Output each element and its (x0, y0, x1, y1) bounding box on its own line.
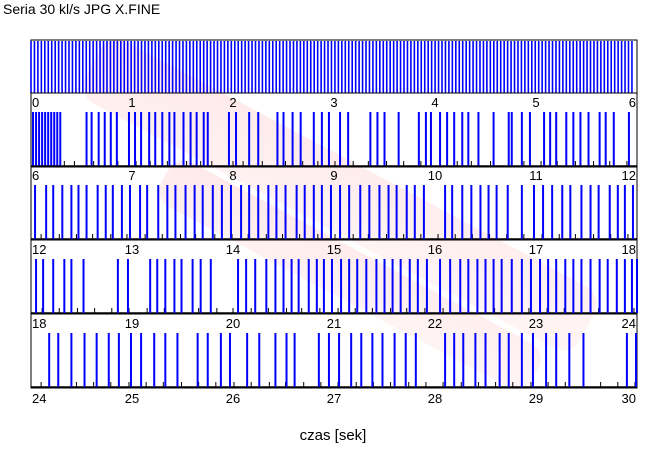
x-tick-label: 12 (622, 168, 636, 183)
x-tick-label: 12 (32, 242, 46, 257)
x-tick-label: 19 (125, 316, 139, 331)
x-tick-label: 20 (226, 316, 240, 331)
x-tick-label: 6 (32, 168, 39, 183)
x-tick-label: 22 (428, 316, 442, 331)
x-tick-label: 7 (128, 168, 135, 183)
x-tick-label: 27 (327, 391, 341, 406)
x-tick-label: 11 (529, 168, 543, 183)
x-tick-label: 28 (428, 391, 442, 406)
x-tick-label: 18 (32, 316, 46, 331)
row-frame (30, 92, 638, 168)
x-tick-label: 26 (226, 391, 240, 406)
x-tick-label: 8 (229, 168, 236, 183)
x-tick-label: 6 (629, 95, 636, 110)
x-tick-label: 24 (622, 316, 636, 331)
x-tick-label: 5 (532, 95, 539, 110)
x-tick-label: 25 (125, 391, 139, 406)
x-tick-label: 2 (229, 95, 236, 110)
x-tick-label: 1 (128, 95, 135, 110)
x-tick-label: 3 (330, 95, 337, 110)
x-axis-label: czas [sek] (300, 427, 367, 444)
x-tick-label: 4 (431, 95, 438, 110)
x-tick-label: 14 (226, 242, 240, 257)
x-tick-label: 30 (622, 391, 636, 406)
x-tick-label: 16 (428, 242, 442, 257)
x-tick-label: 18 (622, 242, 636, 257)
x-tick-label: 9 (330, 168, 337, 183)
chart-title: Seria 30 kl/s JPG X.FINE (3, 1, 160, 17)
x-tick-label: 15 (327, 242, 341, 257)
x-tick-label: 17 (529, 242, 543, 257)
x-tick-label: 23 (529, 316, 543, 331)
x-tick-label: 29 (529, 391, 543, 406)
x-tick-label: 24 (32, 391, 46, 406)
x-tick-label: 10 (428, 168, 442, 183)
x-tick-label: 13 (125, 242, 139, 257)
x-tick-label: 0 (32, 95, 39, 110)
x-tick-label: 21 (327, 316, 341, 331)
row-frame (30, 313, 638, 389)
